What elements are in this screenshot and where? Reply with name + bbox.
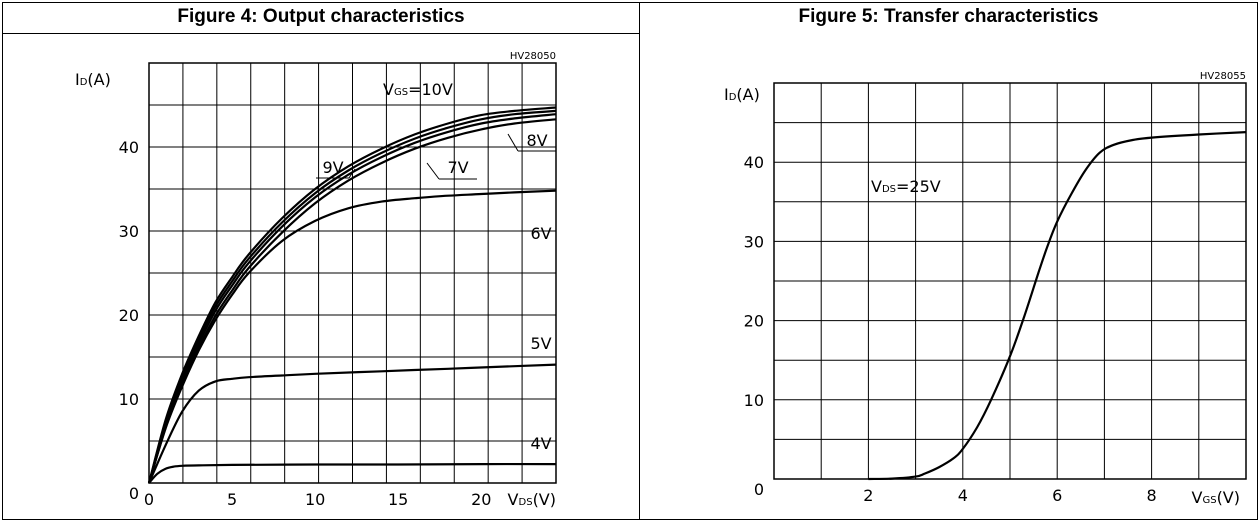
- vgs-annotation: VGS=10V: [383, 80, 453, 99]
- series-line-2: [147, 113, 557, 484]
- figure-code-label: HV28055: [1200, 71, 1246, 82]
- x-axis-label: VGS(V): [1192, 488, 1241, 507]
- y-tick-label: 40: [744, 153, 764, 172]
- figure-5-title: Figure 5: Transfer characteristics: [798, 6, 1099, 27]
- figure-4-title-rule: [3, 33, 639, 34]
- series-label: 4V: [530, 434, 551, 453]
- x-tick-label: 15: [388, 490, 408, 509]
- series-label: 9V: [322, 158, 343, 177]
- series-label: 7V: [447, 158, 468, 177]
- figure-4-panel: Figure 4: Output characteristics 10 20 30 4…: [3, 3, 640, 519]
- y-tick-label: 10: [744, 391, 764, 410]
- y-tick-label: 30: [744, 232, 764, 251]
- leader-line-7v: [426, 162, 440, 180]
- x-tick-label: 5: [227, 490, 237, 509]
- x-tick-label: 0: [144, 490, 154, 509]
- series-label: 6V: [530, 224, 551, 243]
- y-axis-label: ID(A): [75, 70, 111, 89]
- figure-code-label: HV28050: [510, 51, 556, 62]
- leader-line-8v: [507, 133, 519, 152]
- x-tick-label: 6: [1052, 486, 1062, 505]
- y-axis-label: ID(A): [724, 85, 760, 104]
- origin-label: 0: [754, 480, 764, 499]
- transfer-characteristics-chart: 10 20 30 40 2 4 6 8 0 ID(A) VGS(V) HV28055 VDS=25V: [724, 71, 1247, 507]
- y-tick-label: 20: [744, 312, 764, 331]
- series-line-1: [147, 109, 557, 484]
- series-label: 5V: [530, 334, 551, 353]
- series-line-5: [147, 363, 557, 484]
- figure-5-panel: Figure 5: Transfer characteristics 10 20 3…: [640, 3, 1257, 519]
- x-tick-label: 4: [958, 486, 968, 505]
- plot-area-border: [773, 82, 1247, 480]
- series-line-0: [868, 131, 1247, 481]
- x-axis-label: VDS(V): [508, 490, 556, 509]
- y-tick-label: 10: [119, 390, 139, 409]
- leader-line-9v: [348, 168, 356, 179]
- y-tick-label: 40: [119, 138, 139, 157]
- y-tick-label: 30: [119, 222, 139, 241]
- x-tick-label: 2: [863, 486, 873, 505]
- y-tick-label: 20: [119, 306, 139, 325]
- figure-4-title: Figure 4: Output characteristics: [177, 6, 465, 27]
- x-tick-label: 8: [1147, 486, 1157, 505]
- series-label: 8V: [526, 131, 547, 150]
- series-line-0: [147, 106, 557, 484]
- origin-label: 0: [129, 484, 139, 503]
- series-line-6: [148, 462, 557, 484]
- x-tick-label: 10: [305, 490, 325, 509]
- plot-area-border: [148, 62, 557, 484]
- x-tick-label: 20: [471, 490, 491, 509]
- series-line-4: [147, 189, 557, 484]
- output-characteristics-chart: 10 20 30 40 0 5 10 15 20 0 ID(A) VDS(V) HV28050 VGS=1…: [75, 51, 557, 509]
- vds-annotation: VDS=25V: [871, 177, 941, 196]
